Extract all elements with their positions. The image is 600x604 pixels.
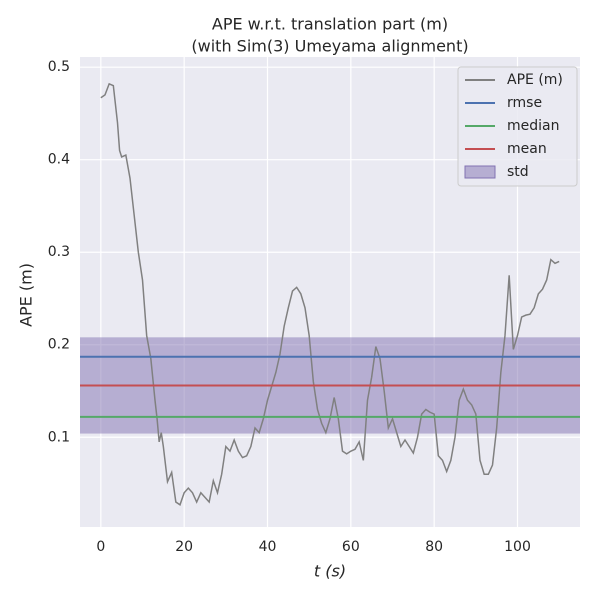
y-tick-label: 0.1 [48, 429, 70, 445]
legend-label: mean [507, 141, 547, 157]
legend-label: rmse [507, 95, 542, 111]
x-tick-label: 20 [175, 539, 193, 555]
legend-label: APE (m) [507, 72, 563, 88]
chart-subtitle: (with Sim(3) Umeyama alignment) [191, 37, 468, 56]
ape-line [100, 82, 560, 506]
x-tick-label: 100 [504, 539, 531, 555]
y-tick-label: 0.5 [48, 59, 70, 75]
chart-title: APE w.r.t. translation part (m) [212, 15, 448, 34]
x-tick-label: 60 [342, 539, 360, 555]
y-tick-label: 0.2 [48, 337, 70, 353]
x-tick-label: 0 [96, 539, 105, 555]
y-tick-label: 0.3 [48, 244, 70, 260]
legend-label: median [507, 118, 559, 134]
legend-box [457, 66, 578, 187]
x-axis-label: t (s) [314, 562, 346, 581]
x-tick-label: 40 [259, 539, 277, 555]
x-tick-label: 80 [425, 539, 443, 555]
legend-swatch [464, 165, 496, 179]
y-tick-label: 0.4 [48, 152, 70, 168]
legend-label: std [507, 164, 529, 180]
y-axis-label: APE (m) [17, 263, 36, 327]
